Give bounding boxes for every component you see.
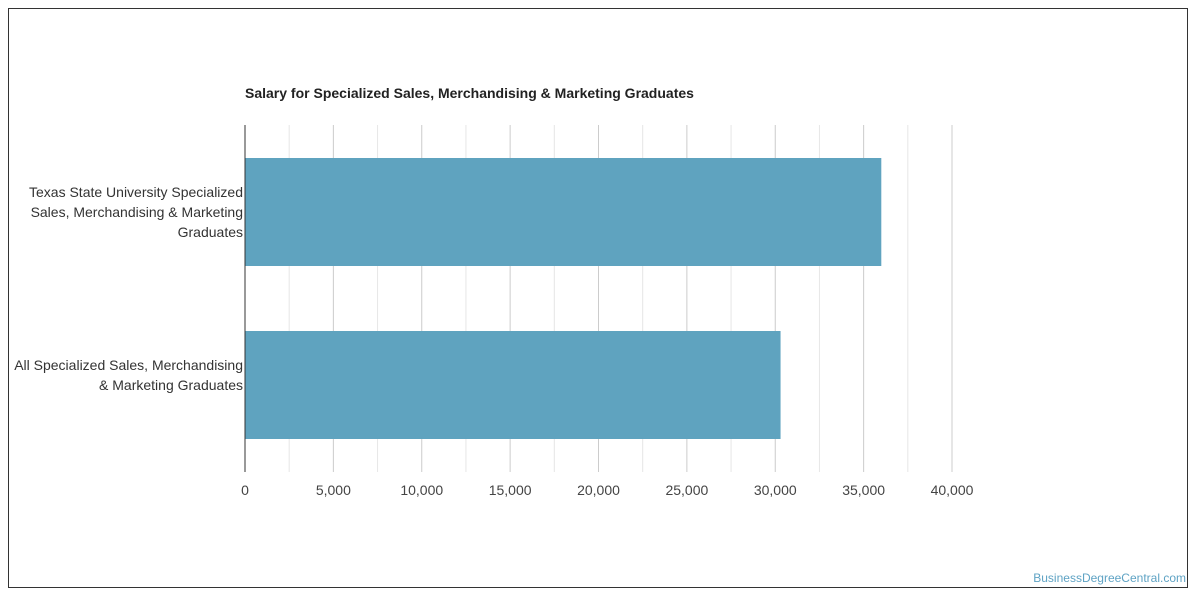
x-tick-label: 40,000	[931, 482, 974, 498]
watermark[interactable]: BusinessDegreeCentral.com	[1033, 571, 1186, 585]
x-tick-label: 20,000	[577, 482, 620, 498]
x-tick-label: 0	[241, 482, 249, 498]
x-tick-label: 10,000	[400, 482, 443, 498]
category-label-all-graduates: All Specialized Sales, Merchandising & M…	[14, 357, 243, 393]
bar-1[interactable]	[245, 331, 781, 439]
x-tick-label: 30,000	[754, 482, 797, 498]
bar-0[interactable]	[245, 158, 882, 266]
x-tick-label: 5,000	[316, 482, 351, 498]
x-tick-label: 15,000	[489, 482, 532, 498]
category-label-texas-state: Texas State University Specialized Sales…	[29, 184, 243, 240]
chart-title: Salary for Specialized Sales, Merchandis…	[245, 85, 694, 101]
x-tick-label: 25,000	[665, 482, 708, 498]
x-tick-label: 35,000	[842, 482, 885, 498]
